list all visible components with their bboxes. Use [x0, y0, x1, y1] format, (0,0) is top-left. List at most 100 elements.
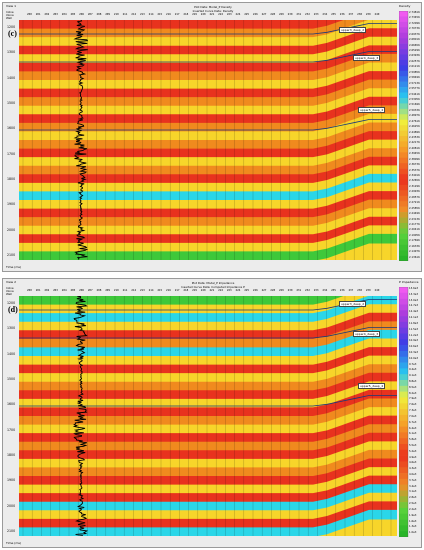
horizon-label: upper4_deep_3 — [353, 55, 381, 61]
well-label: Well — [6, 16, 12, 20]
colorbar-tick: 1.6e3 — [409, 519, 417, 523]
colorbar-tick: 2.14976 — [409, 250, 420, 254]
impedance-band — [19, 355, 397, 383]
impedance-band — [19, 312, 397, 340]
trace-tick: 229 — [278, 288, 284, 292]
colorbar-tick: 2.40816 — [409, 146, 420, 150]
colorbar-tick: 11.8e3 — [409, 321, 419, 325]
trace-tick: 224 — [235, 12, 241, 16]
time-axis-label: Time (ms) — [6, 265, 22, 269]
depth-tick: 1700 — [7, 151, 16, 156]
colorbar-swatch — [399, 339, 408, 346]
depth-tick: 1900 — [7, 202, 16, 207]
trace-tick: 214 — [148, 288, 154, 292]
colorbar-swatch — [399, 168, 408, 175]
colorbar-tick: 7.0e3 — [409, 414, 417, 418]
trace-tick: 219 — [192, 12, 197, 16]
colorbar-swatch — [399, 250, 408, 256]
impedance-band — [19, 329, 397, 357]
trace-tick: 227 — [261, 12, 267, 16]
colorbar-swatch — [399, 304, 408, 311]
colorbar-swatch — [399, 54, 408, 61]
colorbar-tick: 6.4e3 — [409, 426, 417, 430]
colorbar-swatch — [399, 432, 408, 439]
colorbar-tick: 2.32656 — [409, 179, 420, 183]
trace-tick: 238 — [357, 12, 362, 16]
colorbar-tick: 2.70736 — [409, 27, 420, 31]
colorbar-swatch — [399, 212, 408, 218]
colorbar-swatch — [399, 163, 408, 169]
colorbar-tick: 3.4e3 — [409, 484, 417, 488]
density-panel: View 1 Plot Data: Model_P Density Insert… — [2, 2, 422, 272]
depth-tick: 1800 — [7, 453, 16, 457]
trace-tick: 200 — [27, 12, 32, 16]
trace-tick: 240 — [374, 12, 380, 16]
colorbar-tick: 2.19056 — [409, 233, 420, 237]
trace-tick: 207 — [87, 12, 93, 16]
colorbar-swatch — [399, 141, 408, 148]
colorbar-swatch — [399, 38, 408, 44]
colorbar-tick: 10.9e3 — [409, 339, 419, 343]
colorbar-swatch — [399, 217, 408, 224]
seismic-section[interactable] — [19, 296, 397, 536]
trace-tick: 233 — [313, 288, 319, 292]
impedance-band — [19, 182, 397, 210]
colorbar-tick: 2.39456 — [409, 152, 420, 156]
colorbar-swatch — [399, 484, 408, 491]
depth-tick: 2000 — [7, 227, 16, 232]
trace-tick: 216 — [166, 12, 171, 16]
colorbar-tick: 2.34016 — [409, 174, 420, 178]
colorbar-swatch — [399, 525, 408, 532]
colorbar-tick: 2.38096 — [409, 157, 420, 161]
colorbar-swatch — [399, 43, 408, 50]
colorbar-tick: 9.1e3 — [409, 374, 417, 378]
colorbar-tick: 2.62576 — [409, 59, 420, 63]
impedance-band — [19, 45, 397, 73]
impedance-band — [19, 148, 397, 176]
colorbar-swatch — [399, 380, 408, 387]
impedance-band — [19, 347, 397, 375]
trace-tick: 223 — [226, 288, 232, 292]
trace-tick: 219 — [192, 288, 197, 292]
trace-tick: 225 — [244, 288, 250, 292]
impedance-band — [19, 458, 397, 486]
well-label: Well — [6, 292, 12, 296]
trace-tick: 232 — [305, 288, 310, 292]
trace-tick: 237 — [348, 12, 354, 16]
impedance-band — [19, 381, 397, 409]
colorbar-tick: 4.3e3 — [409, 467, 417, 471]
impedance-band — [19, 28, 397, 56]
trace-tick: 233 — [313, 12, 319, 16]
colorbar-swatch — [399, 97, 408, 104]
colorbar-swatch — [399, 195, 408, 202]
colorbar-tick: 2.65296 — [409, 49, 420, 53]
impedance-band — [19, 432, 397, 460]
colorbar-swatch — [399, 228, 408, 235]
impedance-band — [19, 96, 397, 124]
trace-tick: 212 — [131, 12, 137, 16]
horizon-label: upper4_deep_3 — [353, 331, 381, 337]
trace-axis: 200 201 202 203 204 205 206 207 208 209 210 211 212 2… — [27, 12, 397, 19]
depth-tick: 1300 — [7, 326, 16, 331]
colorbar-tick: 1.9e3 — [409, 513, 417, 517]
impedance-band — [19, 424, 397, 452]
horizon-label: upper3_deep_2 — [339, 27, 367, 33]
colorbar-swatch — [399, 316, 408, 323]
trace-tick: 218 — [183, 288, 189, 292]
colorbar-tick: 7.3e3 — [409, 409, 417, 413]
colorbar-swatch — [399, 403, 408, 410]
colorbar-tick: 2.48976 — [409, 114, 420, 118]
colorbar-tick: 1.3e3 — [409, 525, 417, 529]
seismic-section[interactable] — [19, 20, 397, 260]
colorbar-tick: 7.9e3 — [409, 397, 417, 401]
inline-label: Inline — [6, 10, 14, 14]
trace-tick: 202 — [44, 288, 50, 292]
colorbar-swatch — [399, 356, 408, 363]
colorbar-swatch — [399, 473, 408, 480]
colorbar-swatch — [399, 11, 408, 17]
colorbar-tick: 11.2e3 — [409, 333, 419, 337]
colorbar-swatch — [399, 114, 408, 120]
colorbar-tick: 3.7e3 — [409, 478, 417, 482]
colorbar-tick: 8.5e3 — [409, 385, 417, 389]
impedance-band — [19, 122, 397, 150]
